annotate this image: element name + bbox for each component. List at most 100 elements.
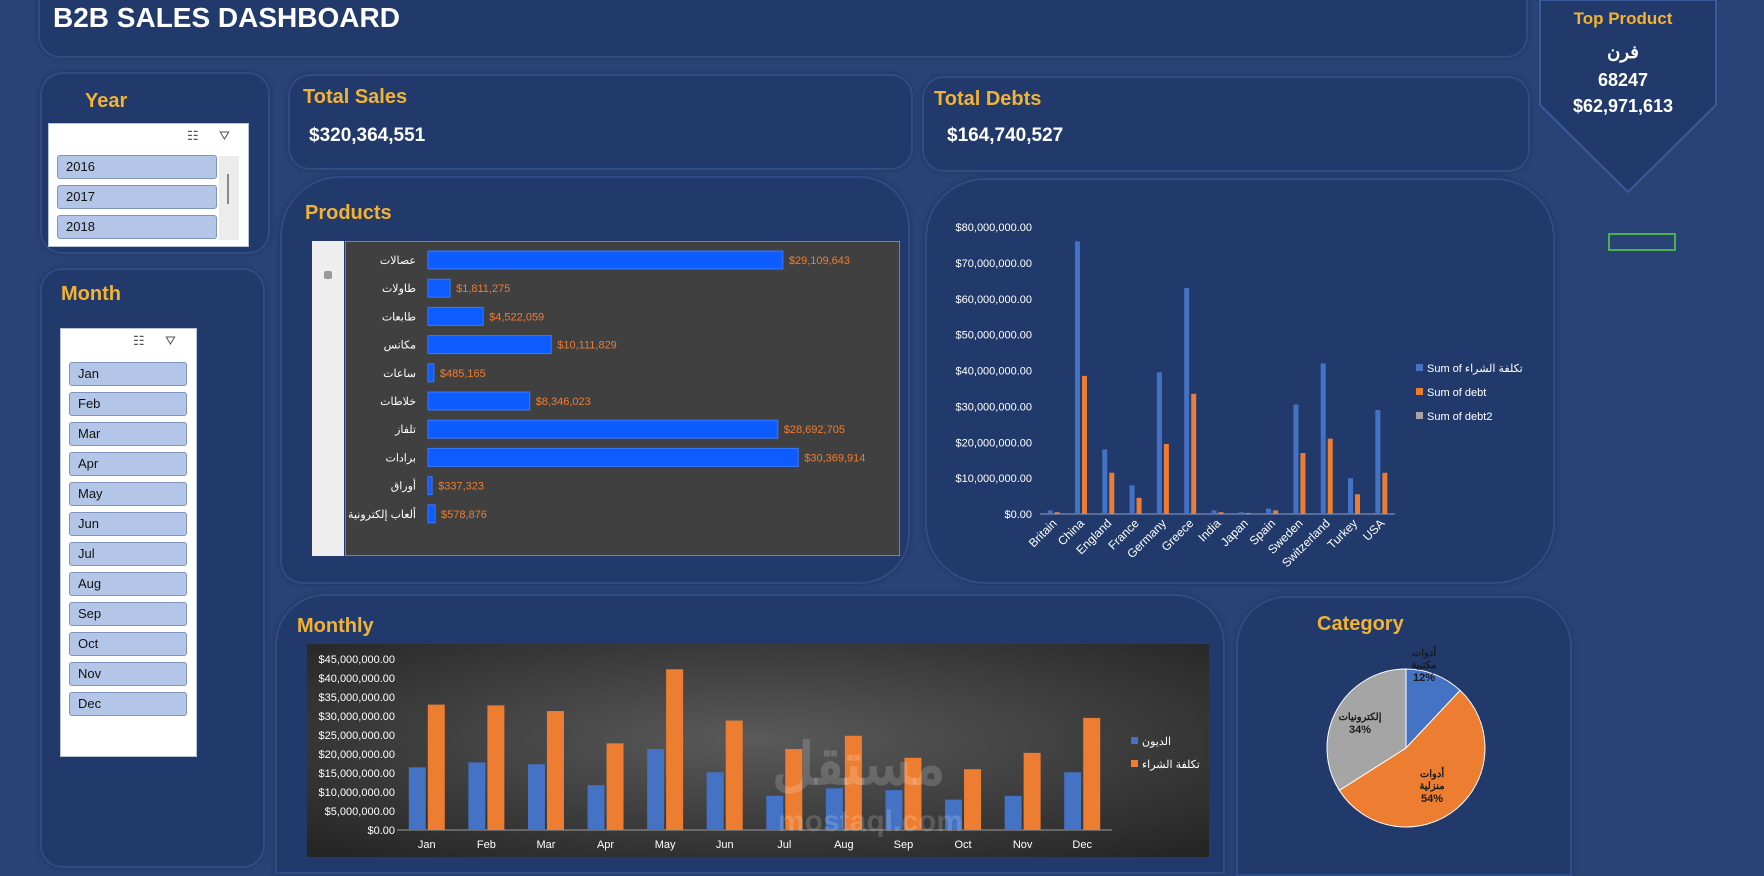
monthly-bar[interactable] (964, 769, 982, 830)
country-bar[interactable] (1081, 375, 1087, 514)
monthly-bar[interactable] (785, 749, 803, 830)
month-item-sep[interactable]: Sep (69, 602, 187, 626)
month-item-mar[interactable]: Mar (69, 422, 187, 446)
product-bar[interactable] (427, 419, 779, 439)
country-bar[interactable] (1047, 510, 1053, 514)
monthly-bar[interactable] (844, 735, 862, 830)
monthly-bar[interactable] (885, 790, 903, 830)
country-bar[interactable] (1074, 241, 1080, 514)
pie-slice[interactable] (1338, 689, 1486, 828)
monthly-bar[interactable] (468, 762, 486, 830)
selected-cell[interactable] (1608, 233, 1676, 251)
year-item-2017[interactable]: 2017 (57, 185, 217, 209)
month-item-dec[interactable]: Dec (69, 692, 187, 716)
country-bar[interactable] (1327, 438, 1333, 514)
multi-select-icon[interactable]: ☷ (133, 333, 145, 348)
country-bar[interactable] (1102, 449, 1108, 514)
monthly-bar[interactable] (487, 705, 505, 830)
monthly-bar[interactable] (1064, 772, 1082, 830)
year-item-2018[interactable]: 2018 (57, 215, 217, 239)
monthly-bar[interactable] (706, 772, 724, 830)
product-bar[interactable] (427, 363, 435, 383)
country-bar[interactable] (1375, 409, 1381, 514)
country-bar[interactable] (1348, 478, 1354, 514)
country-bar[interactable] (1211, 510, 1217, 514)
x-tick-label: Feb (477, 839, 496, 851)
product-bar[interactable] (427, 476, 433, 496)
month-item-aug[interactable]: Aug (69, 572, 187, 596)
month-item-nov[interactable]: Nov (69, 662, 187, 686)
monthly-bar[interactable] (427, 704, 445, 830)
total-sales-panel (288, 74, 913, 170)
slicer-scrollbar[interactable] (219, 156, 239, 240)
product-bar[interactable] (427, 306, 484, 326)
y-tick-label: $45,000,000.00 (319, 654, 395, 666)
monthly-bar[interactable] (606, 743, 624, 830)
monthly-bar[interactable] (766, 795, 784, 830)
monthly-bar[interactable] (647, 749, 665, 830)
y-tick-label: $0.00 (367, 825, 395, 837)
month-item-jul[interactable]: Jul (69, 542, 187, 566)
month-item-may[interactable]: May (69, 482, 187, 506)
country-bar[interactable] (1320, 363, 1326, 514)
monthly-bar[interactable] (408, 767, 426, 830)
monthly-bar[interactable] (546, 711, 564, 830)
country-bar[interactable] (1355, 494, 1361, 514)
month-item-apr[interactable]: Apr (69, 452, 187, 476)
country-bar[interactable] (1184, 287, 1190, 514)
monthly-plot-bg (307, 644, 1209, 857)
country-bar[interactable] (1273, 510, 1279, 514)
month-item-jan[interactable]: Jan (69, 362, 187, 386)
chart-handle-icon[interactable] (324, 271, 332, 279)
product-bar[interactable] (427, 447, 799, 467)
monthly-bar[interactable] (666, 669, 684, 830)
monthly-bar[interactable] (945, 799, 963, 830)
monthly-bar[interactable] (725, 720, 743, 830)
y-tick-label: $40,000,000.00 (956, 366, 1032, 378)
country-bar[interactable] (1054, 512, 1060, 514)
country-bar[interactable] (1163, 444, 1169, 514)
pie-slice[interactable] (1326, 668, 1407, 792)
country-bar[interactable] (1156, 372, 1162, 514)
country-bar[interactable] (1109, 472, 1115, 514)
product-value-label: $337,323 (438, 481, 484, 493)
legend-label: الديون (1142, 736, 1171, 748)
monthly-bar[interactable] (1023, 752, 1041, 830)
country-bar[interactable] (1129, 485, 1135, 514)
country-bar[interactable] (1382, 472, 1388, 514)
product-bar[interactable] (427, 391, 531, 411)
monthly-bar[interactable] (1083, 717, 1101, 830)
month-item-feb[interactable]: Feb (69, 392, 187, 416)
x-tick-label: Japan (1218, 516, 1251, 549)
y-tick-label: $20,000,000.00 (319, 749, 395, 761)
month-item-jun[interactable]: Jun (69, 512, 187, 536)
monthly-bar[interactable] (1004, 795, 1022, 830)
product-bar[interactable] (427, 504, 436, 524)
country-bar[interactable] (1191, 393, 1197, 514)
country-bar[interactable] (1266, 508, 1272, 514)
multi-select-icon[interactable]: ☷ (187, 128, 199, 143)
monthly-bar[interactable] (527, 764, 545, 830)
clear-filter-icon[interactable]: ⛛ (219, 128, 230, 143)
y-tick-label: $10,000,000.00 (319, 787, 395, 799)
product-bar[interactable] (427, 335, 552, 355)
clear-filter-icon[interactable]: ⛛ (165, 333, 176, 348)
country-bar[interactable] (1245, 512, 1251, 514)
product-bar[interactable] (427, 250, 784, 270)
monthly-bar[interactable] (825, 788, 843, 830)
legend-swatch (1131, 760, 1138, 767)
month-item-oct[interactable]: Oct (69, 632, 187, 656)
country-bar[interactable] (1293, 404, 1299, 514)
monthly-bar[interactable] (587, 785, 605, 830)
product-bar[interactable] (427, 278, 451, 298)
country-bar[interactable] (1136, 497, 1142, 514)
country-bar[interactable] (1300, 453, 1306, 514)
y-tick-label: $40,000,000.00 (319, 673, 395, 685)
monthly-bar[interactable] (904, 757, 922, 830)
product-value-label: $485,165 (440, 368, 486, 380)
product-value-label: $8,346,023 (536, 396, 591, 408)
year-item-2016[interactable]: 2016 (57, 155, 217, 179)
country-bar[interactable] (1238, 512, 1244, 514)
country-bar[interactable] (1218, 512, 1224, 514)
pie-slice[interactable] (1405, 668, 1461, 750)
